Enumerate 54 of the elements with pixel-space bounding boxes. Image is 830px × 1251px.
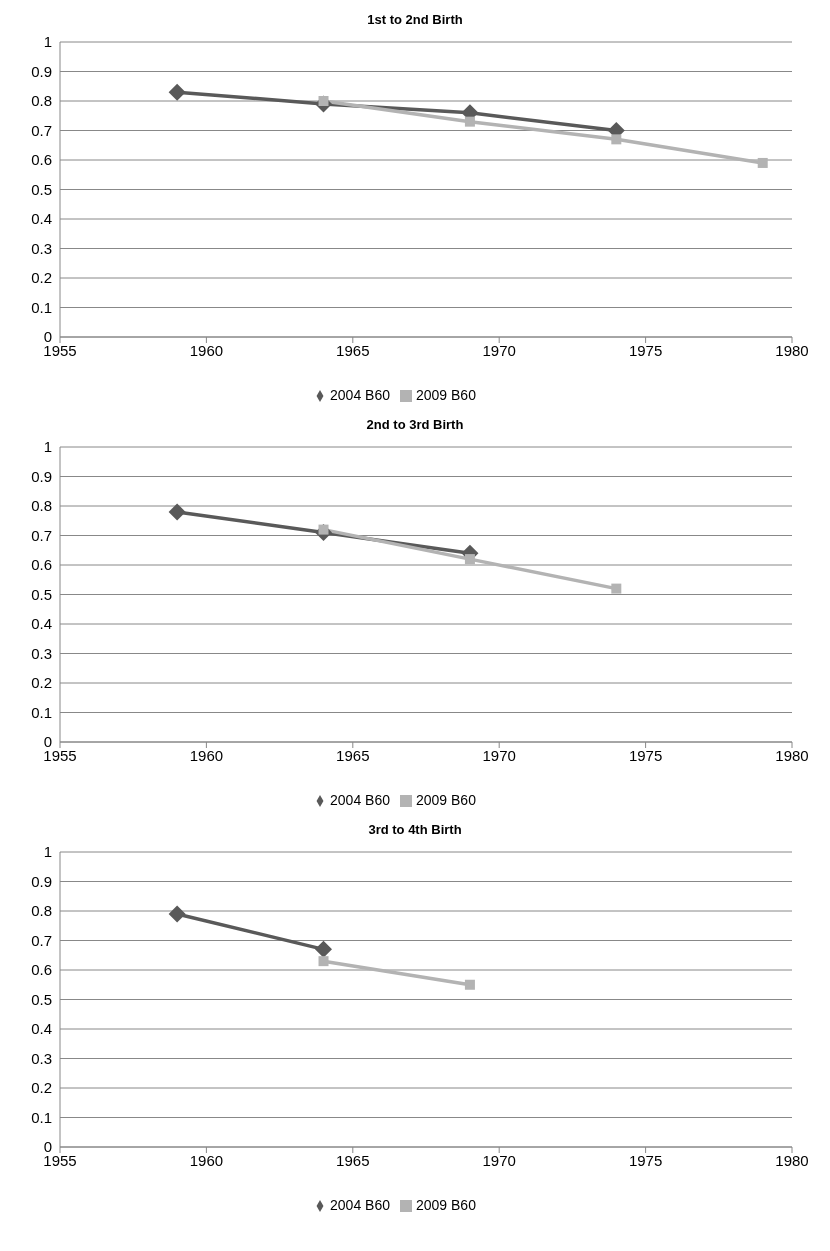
y-tick-label: 1 — [43, 843, 52, 861]
y-tick-label: 0.7 — [31, 931, 52, 949]
y-tick-label: 0.5 — [31, 180, 52, 198]
y-tick-label: 0.5 — [31, 990, 52, 1008]
x-tick-label: 1960 — [189, 341, 224, 359]
y-tick-label: 0.6 — [31, 556, 52, 574]
x-tick-label: 1965 — [336, 746, 370, 764]
y-tick-label: 0.2 — [31, 1079, 52, 1097]
x-tick-label: 1965 — [336, 341, 370, 359]
y-tick-label: 0.8 — [31, 902, 52, 920]
y-tick-label: 0.9 — [31, 872, 52, 890]
chart-title: 3rd to 4th Birth — [367, 821, 463, 839]
x-tick-label: 1975 — [628, 341, 663, 359]
legend-label: 2004 B60 — [330, 387, 390, 403]
y-tick-label: 0.3 — [31, 644, 52, 662]
legend-label: 2009 B60 — [416, 1197, 476, 1213]
y-tick-label: 1 — [43, 438, 52, 456]
y-tick-label: 0.6 — [31, 961, 52, 979]
y-tick-label: 0.4 — [31, 210, 52, 228]
x-tick-label: 1970 — [482, 746, 516, 764]
x-tick-label: 1975 — [628, 746, 663, 764]
y-tick-label: 0.1 — [31, 1108, 52, 1126]
legend-label: 2004 B60 — [330, 792, 390, 808]
x-tick-label: 1975 — [628, 1151, 663, 1169]
y-tick-label: 0.3 — [31, 239, 52, 257]
x-tick-label: 1960 — [189, 1151, 224, 1169]
x-tick-label: 1970 — [482, 1151, 516, 1169]
y-tick-label: 0.7 — [31, 121, 52, 139]
y-tick-label: 0.9 — [31, 467, 52, 485]
y-tick-label: 0.1 — [31, 703, 52, 721]
y-tick-label: 0.7 — [31, 526, 52, 544]
x-tick-label: 1960 — [189, 746, 224, 764]
y-tick-label: 1 — [43, 33, 52, 51]
y-tick-label: 0.3 — [31, 1049, 52, 1067]
chart-title: 1st to 2nd Birth — [366, 11, 464, 29]
x-tick-label: 1970 — [482, 341, 516, 359]
y-tick-label: 0.4 — [31, 615, 52, 633]
y-tick-label: 0.1 — [31, 298, 52, 316]
y-tick-label: 0.5 — [31, 585, 52, 603]
y-tick-label: 0.4 — [31, 1020, 52, 1038]
legend-label: 2009 B60 — [416, 792, 476, 808]
legend-label: 2004 B60 — [330, 1197, 390, 1213]
legend-label: 2009 B60 — [416, 387, 476, 403]
x-tick-label: 1980 — [775, 341, 809, 359]
y-tick-label: 0.8 — [31, 497, 52, 515]
chart-title: 2nd to 3rd Birth — [365, 416, 465, 434]
y-tick-label: 0.8 — [31, 92, 52, 110]
x-tick-label: 1965 — [336, 1151, 370, 1169]
y-tick-label: 0.2 — [31, 674, 52, 692]
y-tick-label: 0.6 — [31, 151, 52, 169]
x-tick-label: 1980 — [775, 1151, 809, 1169]
y-tick-label: 0.2 — [31, 269, 52, 287]
y-tick-label: 0.9 — [31, 62, 52, 80]
x-tick-label: 1980 — [775, 746, 809, 764]
